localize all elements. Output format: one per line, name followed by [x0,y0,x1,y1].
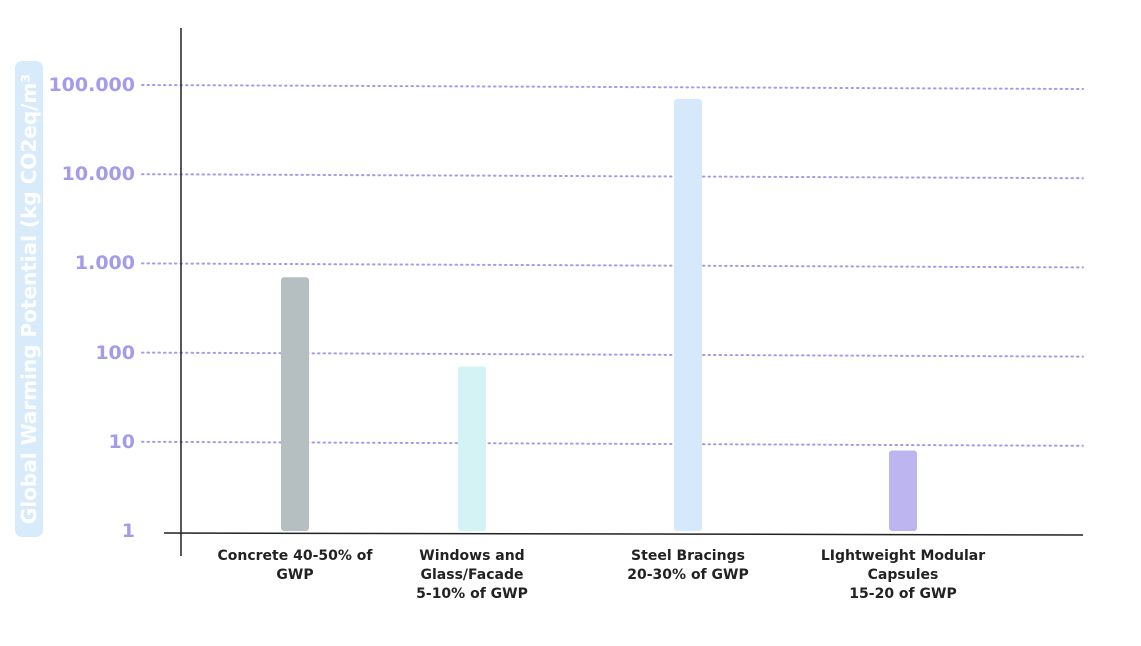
y-axis-label-background [15,61,43,537]
gridline [141,262,1084,269]
y-axis-label: Global Warming Potential (kg CO2eq/m³ [17,73,41,525]
y-tick-label: 10.000 [61,163,135,186]
bar [281,277,309,531]
gridline [141,173,1084,180]
bar [458,366,486,531]
y-tick-label: 100.000 [48,74,135,96]
bar [889,450,917,531]
bars [281,98,917,531]
category-label: Concrete 40-50% of GWP [217,548,373,583]
bar [674,98,702,531]
category-label: Steel Bracings 20-30% of GWP [627,548,749,583]
y-tick-label: 100 [95,341,135,364]
category-label: LIghtweight Modular Capsules 15-20 of GW… [820,548,986,602]
gridline [141,84,1084,90]
category-label: Windows and Glass/Facade 5-10% of GWP [416,548,528,602]
y-tick-label: 10 [108,430,135,453]
y-tick-label: 1 [121,520,135,542]
y-tick-label: 1.000 [74,252,135,275]
x-axis-line [163,532,1084,536]
